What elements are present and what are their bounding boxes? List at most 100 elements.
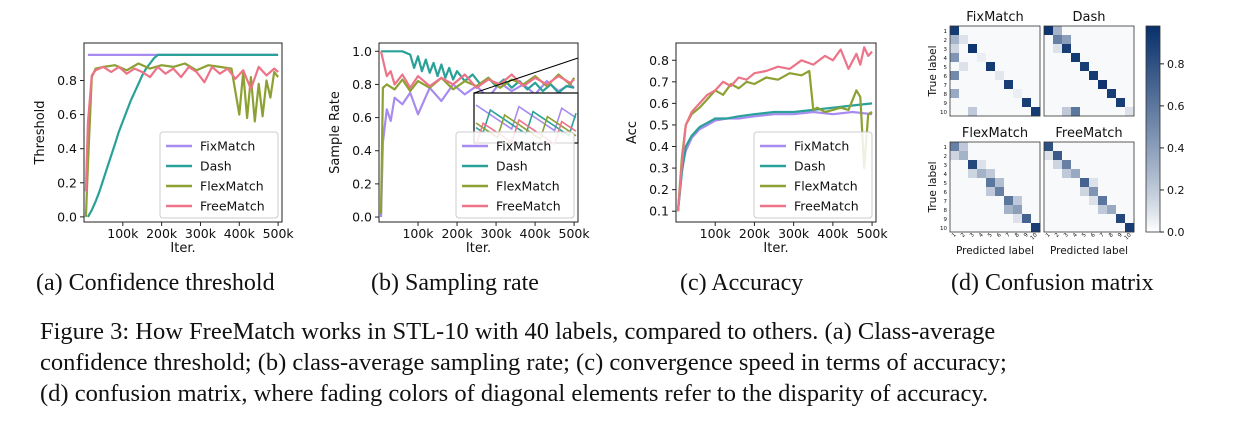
- matrix-cell: [1107, 223, 1117, 233]
- matrix-cell: [1089, 26, 1099, 36]
- matrix-cell: [1062, 205, 1072, 215]
- matrix-cell: [1107, 44, 1117, 54]
- matrix-cell: [1013, 223, 1023, 233]
- matrix-title: Dash: [1073, 10, 1106, 25]
- matrix-cell: [1080, 169, 1090, 179]
- legend-label-dash: Dash: [496, 159, 528, 174]
- x-tick-label: 200k: [739, 226, 771, 241]
- matrix-cell: [986, 53, 996, 63]
- matrix-cell: [1004, 196, 1014, 206]
- y-axis-label: Threshold: [33, 100, 48, 165]
- matrix-cell: [1098, 35, 1108, 45]
- matrix-cell: [1044, 205, 1054, 215]
- series-line-dash: [86, 53, 279, 218]
- matrix-cell: [986, 160, 996, 170]
- matrix-cell: [1022, 53, 1032, 63]
- matrix-cell: [1062, 98, 1072, 108]
- matrix-cell: [950, 62, 960, 72]
- matrix-x-tick-label: 4: [1072, 232, 1079, 239]
- matrix-cell: [1080, 35, 1090, 45]
- matrix-cell: [1013, 187, 1023, 197]
- matrix-cell: [1062, 187, 1072, 197]
- matrix-cell: [1031, 223, 1041, 233]
- matrix-cell: [1031, 160, 1041, 170]
- matrix-cell: [968, 187, 978, 197]
- matrix-cell: [1125, 205, 1135, 215]
- matrix-cell: [959, 98, 969, 108]
- matrix-cell: [1022, 80, 1032, 90]
- y-tick-label: 0.8: [57, 73, 77, 88]
- matrix-cell: [1098, 71, 1108, 81]
- y-axis-label: Acc: [625, 121, 640, 144]
- matrix-cell: [950, 214, 960, 224]
- x-tick-label: 300k: [778, 226, 810, 241]
- matrix-cell: [1013, 35, 1023, 45]
- matrix-cell: [1053, 44, 1063, 54]
- matrix-cell: [950, 71, 960, 81]
- matrix-cell: [1098, 169, 1108, 179]
- matrix-y-tick-label: 6: [944, 190, 948, 196]
- colorbar-tick-label: 0.6: [1167, 100, 1185, 113]
- matrix-cell: [1044, 223, 1054, 233]
- matrix-cell: [950, 89, 960, 99]
- matrix-cell: [1053, 80, 1063, 90]
- matrix-cell: [1098, 80, 1108, 90]
- matrix-cell: [1089, 214, 1099, 224]
- matrix-cell: [1098, 107, 1108, 117]
- matrix-y-tick-label: 7: [944, 199, 948, 205]
- matrix-cell: [1044, 26, 1054, 36]
- matrix-cell: [959, 53, 969, 63]
- y-tick-label: 0.2: [649, 182, 669, 197]
- matrix-cell: [1098, 26, 1108, 36]
- matrix-cell: [1004, 80, 1014, 90]
- matrix-cell: [977, 71, 987, 81]
- matrix-cell: [986, 26, 996, 36]
- y-tick-label: 0.8: [649, 53, 669, 68]
- matrix-cell: [968, 160, 978, 170]
- matrix-cell: [1062, 44, 1072, 54]
- matrix-cell: [1080, 89, 1090, 99]
- matrix-cell: [1089, 62, 1099, 72]
- matrix-cell: [968, 89, 978, 99]
- matrix-cell: [968, 44, 978, 54]
- matrix-cell: [1071, 35, 1081, 45]
- matrix-cell: [1004, 160, 1014, 170]
- matrix-x-tick-label: 3: [1063, 232, 1070, 239]
- matrix-cell: [995, 107, 1005, 117]
- matrix-cell: [950, 80, 960, 90]
- matrix-cell: [1080, 62, 1090, 72]
- matrix-cell: [1013, 205, 1023, 215]
- matrix-cell: [1062, 71, 1072, 81]
- y-axis-label: Sample Rate: [328, 91, 343, 174]
- matrix-cell: [1031, 80, 1041, 90]
- matrix-cell: [1062, 223, 1072, 233]
- x-tick-label: 300k: [481, 226, 513, 241]
- matrix-cell: [959, 44, 969, 54]
- matrix-cell: [1125, 53, 1135, 63]
- matrix-cell: [977, 169, 987, 179]
- matrix-cell: [950, 35, 960, 45]
- matrix-cell: [950, 53, 960, 63]
- y-tick-label: 1.0: [352, 44, 372, 59]
- matrix-cell: [1022, 62, 1032, 72]
- matrix-cell: [950, 196, 960, 206]
- inset-connector: [473, 57, 579, 94]
- matrix-cell: [959, 214, 969, 224]
- matrix-cell: [1071, 26, 1081, 36]
- matrix-cell: [1098, 187, 1108, 197]
- matrix-title: FlexMatch: [962, 126, 1028, 141]
- legend-label-fixmatch: FixMatch: [496, 139, 551, 154]
- matrix-cell: [1031, 89, 1041, 99]
- matrix-y-tick-label: 6: [944, 74, 948, 80]
- matrix-cell: [959, 205, 969, 215]
- matrix-cell: [1031, 107, 1041, 117]
- matrix-cell: [1004, 178, 1014, 188]
- matrix-cell: [959, 169, 969, 179]
- matrix-cell: [1053, 142, 1063, 152]
- matrix-frame: [949, 25, 1041, 117]
- subcaption-c: (c) Accuracy: [680, 270, 804, 296]
- matrix-cell: [1022, 142, 1032, 152]
- matrix-cell: [1004, 151, 1014, 161]
- y-tick-label: 0.3: [649, 161, 669, 176]
- matrix-cell: [1031, 71, 1041, 81]
